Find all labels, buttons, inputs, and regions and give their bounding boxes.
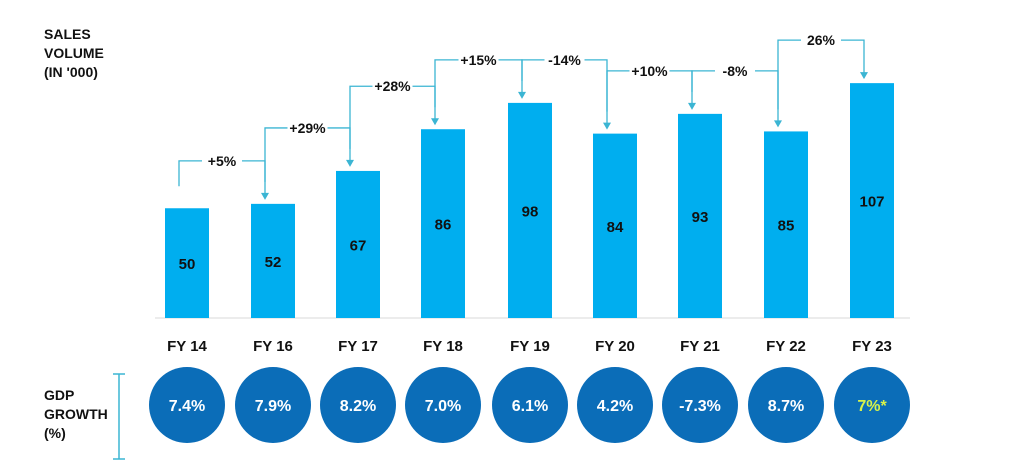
bar-value-label: 93: [692, 209, 709, 226]
bar-fy-23: [850, 83, 894, 318]
growth-label: +29%: [289, 120, 326, 136]
gdp-circle: [320, 367, 396, 443]
growth-arrowhead: [603, 122, 611, 130]
gdp-circle: [577, 367, 653, 443]
y-axis-label: SALES VOLUME (IN '000): [44, 26, 104, 80]
growth-label-backdrop: [629, 61, 670, 80]
growth-arrowhead: [774, 120, 782, 128]
bar-value-label: 85: [778, 218, 795, 235]
growth-label: +15%: [460, 52, 497, 68]
gdp-circle: [834, 367, 910, 443]
gdp-value: 8.7%: [768, 398, 804, 415]
bar-value-label: 98: [522, 203, 539, 220]
bar-fy-20: [593, 133, 637, 318]
bar-fy-22: [764, 131, 808, 318]
gdp-value: 6.1%: [512, 398, 548, 415]
bar-value-label: 67: [350, 237, 367, 254]
bar-value-label: 84: [607, 219, 624, 236]
gdp-circle: [748, 367, 824, 443]
gdp-value: 7.0%: [425, 398, 461, 415]
gdp-value: 8.2%: [340, 398, 376, 415]
growth-label: -8%: [723, 63, 748, 79]
growth-arrowhead: [688, 102, 696, 110]
growth-label: +28%: [374, 78, 411, 94]
category-label: FY 22: [766, 338, 806, 355]
growth-label: -14%: [548, 52, 581, 68]
growth-arrowhead: [346, 159, 354, 167]
bar-fy-18: [421, 129, 465, 318]
growth-label: 26%: [807, 32, 836, 48]
growth-label-backdrop: [458, 50, 499, 69]
gdp-value: 7%*: [857, 398, 887, 415]
growth-label-backdrop: [715, 61, 755, 80]
gdp-circle: [492, 367, 568, 443]
category-label: FY 19: [510, 338, 550, 355]
bar-value-label: 52: [265, 254, 282, 271]
growth-label: +5%: [208, 153, 237, 169]
category-label: FY 17: [338, 338, 378, 355]
category-label: FY 21: [680, 338, 720, 355]
bar-value-label: 86: [435, 217, 452, 234]
growth-arrowhead: [261, 192, 269, 200]
gdp-value: -7.3%: [679, 398, 721, 415]
bar-fy-16: [251, 203, 295, 318]
gdp-circle: [149, 367, 225, 443]
category-label: FY 14: [167, 338, 207, 355]
growth-label-backdrop: [202, 151, 242, 170]
growth-label-backdrop: [544, 50, 585, 69]
growth-arrows-layer: +5% +29% +28% +15% -14% +10% -8% 26%: [178, 31, 868, 200]
gdp-bracket: [113, 373, 125, 460]
bar-value-label: 50: [179, 256, 196, 273]
bar-fy-21: [678, 113, 722, 319]
growth-label-backdrop: [372, 77, 413, 96]
gdp-value: 7.9%: [255, 398, 291, 415]
category-label: FY 20: [595, 338, 635, 355]
growth-arrowhead: [431, 118, 439, 126]
gdp-circle: [405, 367, 481, 443]
bar-fy-19: [508, 102, 552, 318]
bars-layer: 50 FY 14 52 FY 16 67 FY 17 86 FY 18 98 FY 19 84 FY …: [165, 83, 894, 355]
growth-label-backdrop: [801, 31, 841, 50]
growth-arrowhead: [518, 91, 526, 99]
bar-fy-14: [165, 208, 209, 318]
bar-value-label: 107: [859, 194, 884, 211]
gdp-circles-layer: 7.4% 7.9% 8.2% 7.0% 6.1% 4.2% -7.3% 8.7% 7%*: [113, 367, 910, 460]
category-label: FY 23: [852, 338, 892, 355]
growth-label: +10%: [631, 63, 668, 79]
gdp-value: 4.2%: [597, 398, 633, 415]
bar-fy-17: [336, 170, 380, 318]
gdp-value: 7.4%: [169, 398, 205, 415]
gdp-circle: [235, 367, 311, 443]
category-label: FY 16: [253, 338, 293, 355]
growth-arrowhead: [860, 72, 868, 80]
gdp-circle: [662, 367, 738, 443]
growth-label-backdrop: [287, 118, 328, 137]
gdp-growth-label: GDP GROWTH (%): [44, 387, 108, 441]
category-label: FY 18: [423, 338, 463, 355]
